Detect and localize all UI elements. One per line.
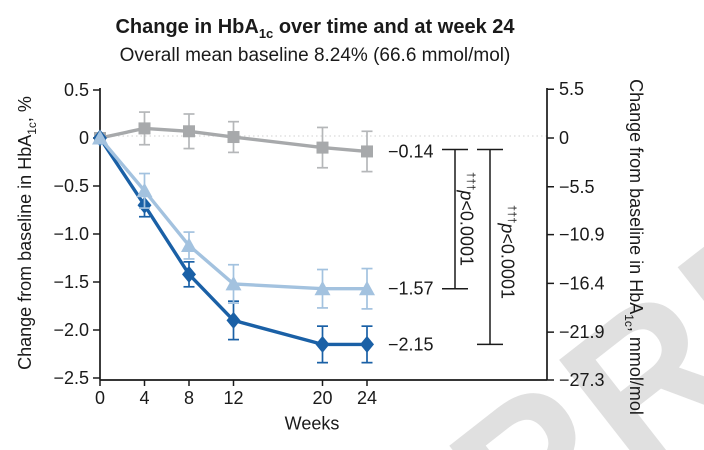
right-axis-ticks: 5.5 0 −5.5 −10.9 −16.4 −21.9 −27.3 <box>547 79 605 390</box>
series-gray-squares: −0.14 <box>94 111 434 173</box>
comparison-bracket-2 <box>477 148 503 346</box>
svg-text:4: 4 <box>139 388 149 408</box>
svg-text:−21.9: −21.9 <box>559 322 605 342</box>
svg-text:−27.3: −27.3 <box>559 370 605 390</box>
svg-text:12: 12 <box>223 388 243 408</box>
svg-text:0: 0 <box>559 128 569 148</box>
svg-text:24: 24 <box>357 388 377 408</box>
chart-title: Change in HbA1c over time and at week 24 <box>115 16 515 41</box>
series-dark-blue-diamonds: −2.15 <box>93 129 434 364</box>
x-axis-ticks: 0 4 8 12 20 24 <box>95 380 377 408</box>
pvalue-annotation-1: †††p<0.0001 <box>456 172 477 266</box>
svg-text:0: 0 <box>95 388 105 408</box>
end-value-label-gray-squares: −0.14 <box>388 141 434 161</box>
series-light-blue-triangles: −1.57 <box>92 130 434 310</box>
svg-text:−0.5: −0.5 <box>53 176 89 196</box>
pvalue-annotation-2: †††p<0.0001 <box>497 205 518 299</box>
axes <box>99 88 548 381</box>
chart-subtitle: Overall mean baseline 8.24% (66.6 mmol/m… <box>119 44 511 66</box>
svg-text:8: 8 <box>184 388 194 408</box>
svg-text:20: 20 <box>312 388 332 408</box>
right-y-axis-label: Change from baseline in HbA1c, mmol/mol <box>622 79 646 415</box>
svg-text:0: 0 <box>79 128 89 148</box>
svg-text:0.5: 0.5 <box>64 80 89 100</box>
end-value-label-light-blue-triangles: −1.57 <box>388 279 434 299</box>
svg-text:5.5: 5.5 <box>559 79 584 99</box>
end-value-label-dark-blue-diamonds: −2.15 <box>388 334 434 354</box>
x-axis-label: Weeks <box>284 413 340 434</box>
chart-header: Change in HbA1c over time and at week 24… <box>0 16 630 67</box>
svg-text:−2.0: −2.0 <box>53 320 89 340</box>
left-y-axis-label: Change from baseline in HbA1c, % <box>15 96 39 370</box>
svg-text:−2.5: −2.5 <box>53 368 89 388</box>
left-axis-ticks: 0.5 0 −0.5 −1.0 −1.5 −2.0 −2.5 <box>53 80 100 388</box>
svg-text:−5.5: −5.5 <box>559 177 595 197</box>
svg-text:−1.5: −1.5 <box>53 272 89 292</box>
svg-text:−10.9: −10.9 <box>559 225 605 245</box>
comparison-bracket-1 <box>442 148 468 290</box>
svg-text:−1.0: −1.0 <box>53 224 89 244</box>
svg-text:−16.4: −16.4 <box>559 273 605 293</box>
